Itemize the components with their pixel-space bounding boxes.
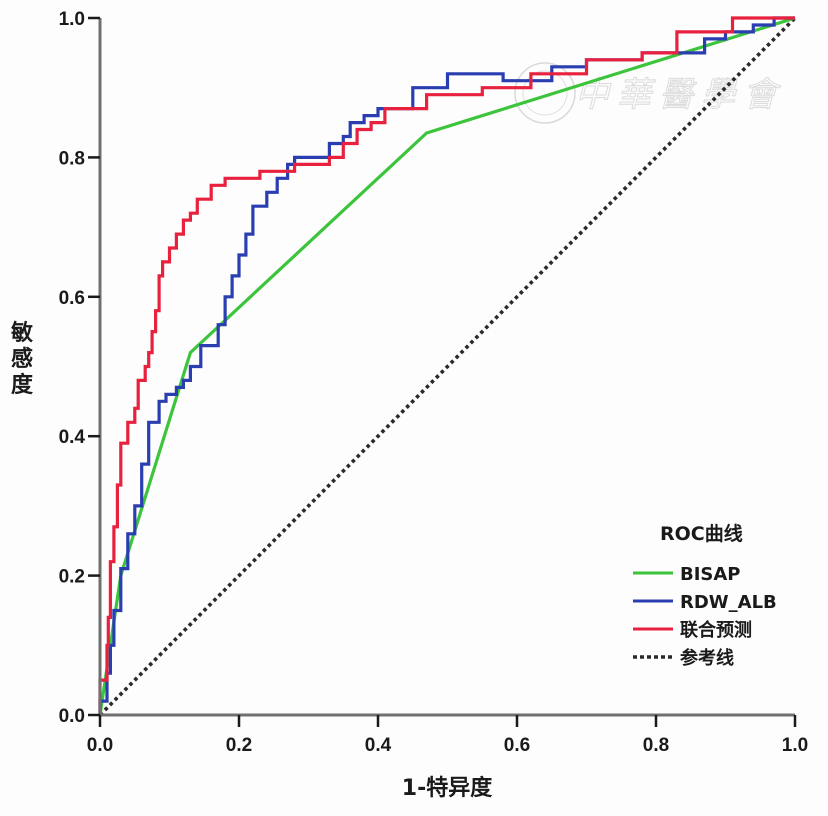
y-ticks: 0.0 0.2 0.4 0.6 0.8 1.0 (59, 9, 100, 727)
watermark-seal-icon (514, 62, 576, 124)
x-tick-label: 1.0 (782, 735, 808, 756)
y-tick-label: 0.2 (59, 567, 85, 588)
y-tick-label: 0.0 (59, 706, 85, 727)
x-tick-label: 0.2 (226, 735, 252, 756)
x-tick-label: 0.4 (365, 735, 392, 756)
y-tick-label: 0.8 (59, 148, 85, 169)
watermark: 中華醫學會 (514, 62, 785, 124)
x-tick-label: 0.8 (643, 735, 669, 756)
watermark-text: 中華醫學會 (575, 75, 785, 115)
legend-label: 参考线 (680, 647, 734, 669)
legend-label: BISAP (680, 564, 741, 585)
series-layer (98, 16, 797, 717)
axes (98, 18, 795, 717)
legend-label: RDW_ALB (680, 592, 777, 613)
x-tick-label: 0.0 (87, 735, 113, 756)
series-line-3 (98, 16, 797, 717)
y-tick-label: 1.0 (59, 9, 85, 30)
x-axis-title: 1-特异度 (402, 775, 493, 801)
x-tick-label: 0.6 (504, 735, 530, 756)
legend-label: 联合预测 (680, 619, 752, 641)
x-ticks: 0.0 0.2 0.4 0.6 0.8 1.0 (87, 715, 808, 756)
series-line-1 (98, 16, 795, 715)
watermark-seal-inner-icon (522, 70, 568, 116)
y-tick-label: 0.4 (59, 427, 86, 448)
series-line-2 (98, 16, 795, 715)
y-axis-title: 敏感度 (10, 320, 34, 398)
legend-title: ROC曲线 (660, 522, 743, 545)
y-tick-label: 0.6 (59, 288, 85, 309)
